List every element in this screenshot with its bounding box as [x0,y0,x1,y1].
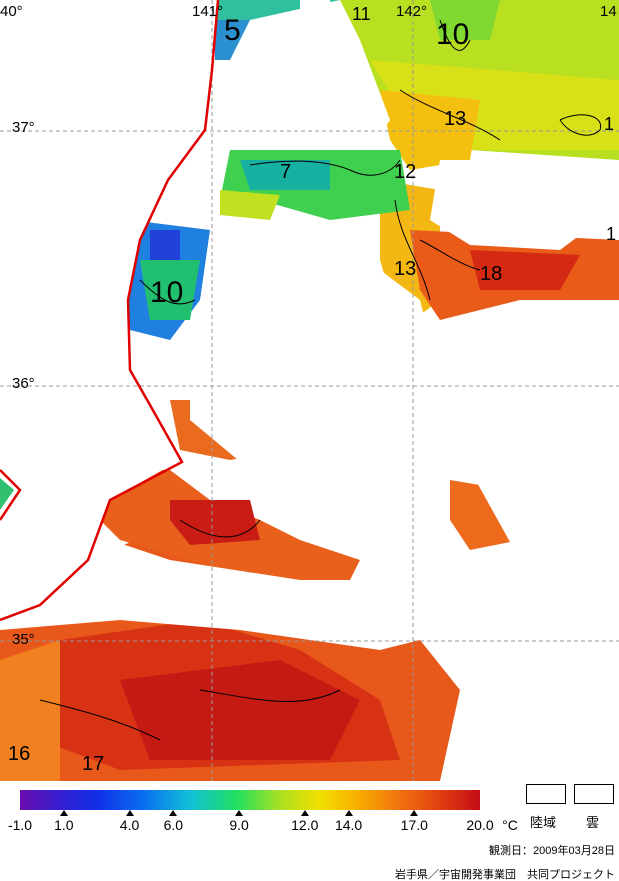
contour-label: 13 [394,258,416,280]
land-legend-swatch [526,784,566,804]
contour-label: 10 [150,276,183,309]
cloud-legend-swatch [574,784,614,804]
colorbar-tick-mark [410,810,419,816]
colorbar-tick-label: 6.0 [163,817,184,833]
contour-label: 17 [82,753,104,775]
isotherm-contours [39,19,602,741]
longitude-label-142: 142° [396,3,428,20]
colorbar-tick-label: 4.0 [119,817,140,833]
observation-date: 観測日：2009年03月28日 [489,845,615,857]
colorbar-unit: °C [502,817,518,833]
cloud-cover [0,0,619,781]
colorbar-tick-mark [300,810,309,816]
coastline [0,0,220,622]
colorbar-tick-mark [125,810,134,816]
credit-line: 岩手県／宇宙開発事業団 共同プロジェクト [395,869,615,881]
longitude-label-143: 14 [600,3,617,20]
colorbar-tick-mark [169,810,178,816]
contour-label: 1 [604,114,614,134]
colorbar-tick-label: 12.0 [291,817,319,833]
colorbar-tick-label: 14.0 [334,817,363,833]
contour-labels: 5 11 10 13 1 7 12 1 13 18 10 16 17 [8,4,616,775]
contour-label: 1 [606,224,616,244]
temperature-colorbar [20,790,480,810]
sea-surface-temperature-map: 5 11 10 13 1 7 12 1 13 18 10 16 17 [0,0,619,781]
colorbar-tick-label: 9.0 [229,817,249,833]
contour-label: 13 [444,108,466,130]
coastline-west-fragment [0,469,22,521]
contour-label: 7 [280,161,291,183]
latitude-label-35: 35° [12,631,35,648]
contour-label: 10 [436,18,469,51]
latitude-label-36: 36° [12,375,35,392]
colorbar-tick-mark [344,810,353,816]
cloud-legend-label: 雲 [586,815,600,830]
colorbar-tick-label: 20.0 [466,817,494,833]
longitude-label-140: 40° [0,3,23,20]
colorbar-tick-label: 17.0 [400,817,428,833]
contour-label: 12 [394,161,416,183]
colorbar-tick-mark [59,810,68,816]
longitude-label-141: 141° [192,3,224,20]
contour-label: 18 [480,263,502,285]
contour-label: 5 [224,14,241,47]
contour-label: 11 [352,4,371,24]
colorbar-tick-label: -1.0 [7,817,33,833]
colorbar-tick-mark [235,810,244,816]
land-legend-label: 陸域 [530,815,557,830]
contour-label: 16 [8,743,30,765]
graticule [0,0,619,781]
latitude-label-37: 37° [12,119,35,136]
land-area [0,0,218,620]
colorbar-tick-label: 1.0 [54,817,74,833]
